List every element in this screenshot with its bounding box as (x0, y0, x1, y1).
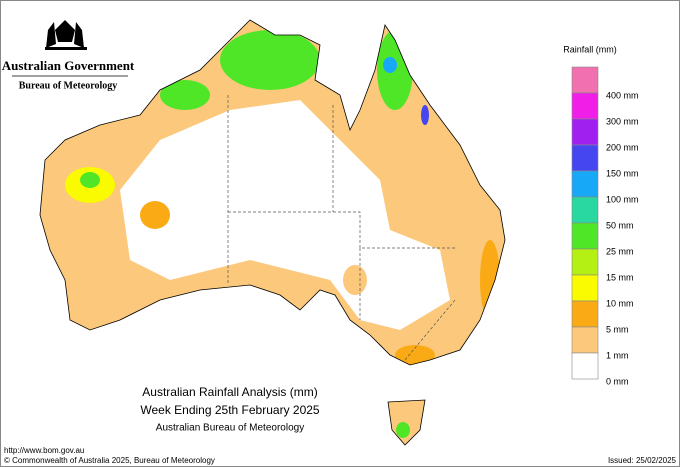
legend-label: 400 mm (606, 90, 639, 100)
legend-swatch (571, 352, 599, 380)
legend-swatch (571, 196, 599, 224)
map-subtitle: Week Ending 25th February 2025 (140, 403, 320, 417)
footer-copyright: © Commonwealth of Australia 2025, Bureau… (4, 456, 215, 465)
legend-swatch (571, 326, 599, 354)
legend-label: 0 mm (606, 376, 629, 386)
legend-label: 1 mm (606, 350, 629, 360)
legend-swatch (571, 92, 599, 120)
legend-label: 150 mm (606, 168, 639, 178)
legend-label: 15 mm (606, 272, 634, 282)
government-name: Australian Government (2, 58, 135, 73)
legend-swatch (571, 274, 599, 302)
legend-swatch (571, 66, 599, 94)
legend-swatch (571, 248, 599, 276)
legend-title: Rainfall (mm) (563, 44, 617, 54)
legend-swatch (571, 118, 599, 146)
legend-swatch (571, 222, 599, 250)
legend-label: 25 mm (606, 246, 634, 256)
legend: 400 mm 300 mm 200 mm 150 mm 100 mm 50 mm 25 mm… (571, 66, 639, 386)
map-source: Australian Bureau of Meteorology (156, 423, 304, 434)
legend-label: 10 mm (606, 298, 634, 308)
legend-label: 50 mm (606, 220, 634, 230)
footer-url: http://www.bom.gov.au (4, 446, 84, 455)
legend-swatch (571, 300, 599, 328)
legend-label: 200 mm (606, 142, 639, 152)
map-title: Australian Rainfall Analysis (mm) (142, 385, 317, 399)
legend-swatch (571, 170, 599, 198)
legend-label: 5 mm (606, 324, 629, 334)
legend-label: 100 mm (606, 194, 639, 204)
bureau-name: Bureau of Meteorology (19, 80, 118, 91)
legend-swatch (571, 144, 599, 172)
footer-issued: Issued: 25/02/2025 (608, 456, 677, 465)
logo (45, 20, 87, 50)
legend-label: 300 mm (606, 116, 639, 126)
